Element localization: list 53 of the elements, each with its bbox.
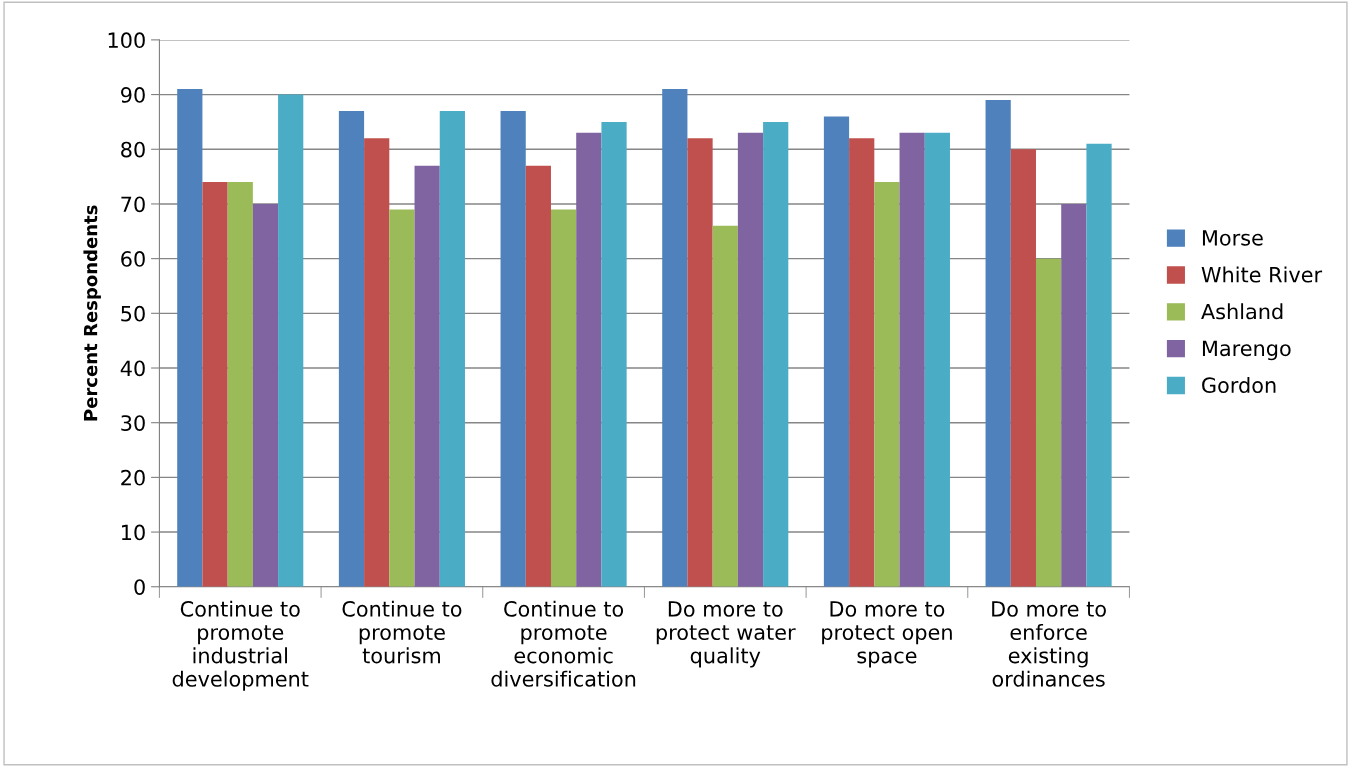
bar <box>1035 258 1062 587</box>
y-tick-label: 60 <box>121 251 145 267</box>
bar <box>737 132 764 587</box>
bar <box>576 132 602 587</box>
bar <box>1086 143 1112 587</box>
bar <box>687 138 713 587</box>
y-tick-label: 20 <box>121 469 145 486</box>
bar <box>364 138 390 587</box>
y-tick-label: 50 <box>121 305 145 322</box>
bar <box>601 121 627 587</box>
bar <box>227 182 253 587</box>
bar <box>823 116 850 587</box>
bar <box>924 132 950 587</box>
legend-label: Ashland <box>1201 303 1283 320</box>
y-tick-label: 100 <box>108 32 145 49</box>
y-tick-label: 70 <box>121 196 145 213</box>
bar <box>439 110 465 587</box>
bar <box>763 121 789 587</box>
bar <box>414 165 440 587</box>
bar <box>899 132 925 587</box>
x-tick-label: Do more to protect water quality <box>656 601 796 668</box>
bar <box>202 182 228 587</box>
y-tick-label: 90 <box>121 87 145 103</box>
bar <box>662 89 688 587</box>
legend-label: Gordon <box>1202 376 1276 394</box>
y-tick-label: 80 <box>121 141 145 158</box>
x-tick-label: Continue to promote tourism <box>342 600 462 664</box>
y-tick-label: 30 <box>121 415 145 431</box>
bar <box>849 138 875 587</box>
bar <box>525 165 551 587</box>
y-tick-label: 10 <box>122 524 145 541</box>
bar <box>1061 203 1087 587</box>
y-tick-label: 40 <box>120 360 145 377</box>
legend-label: Marengo <box>1202 340 1291 361</box>
x-tick-label: Continue to promote economic diversification <box>491 600 636 687</box>
x-tick-label: Do more to enforce existing ordinances <box>992 601 1106 687</box>
legend-label: White River <box>1201 266 1323 283</box>
bar <box>252 203 279 587</box>
x-tick-label: Do more to protect open space <box>822 601 952 668</box>
bar <box>389 209 415 587</box>
bar <box>1010 149 1036 587</box>
x-tick-label: Continue to promote industrial development <box>172 600 309 691</box>
bar <box>985 100 1011 587</box>
legend-label: Morse <box>1202 230 1263 246</box>
bar <box>278 94 304 587</box>
bar <box>177 89 203 587</box>
bar <box>338 110 365 587</box>
bar <box>712 225 738 587</box>
bar <box>874 182 900 587</box>
y-tick-label: 0 <box>134 579 145 595</box>
y-axis-title: Percent Respondents <box>83 205 101 421</box>
bar <box>500 110 526 587</box>
bar <box>550 209 577 587</box>
